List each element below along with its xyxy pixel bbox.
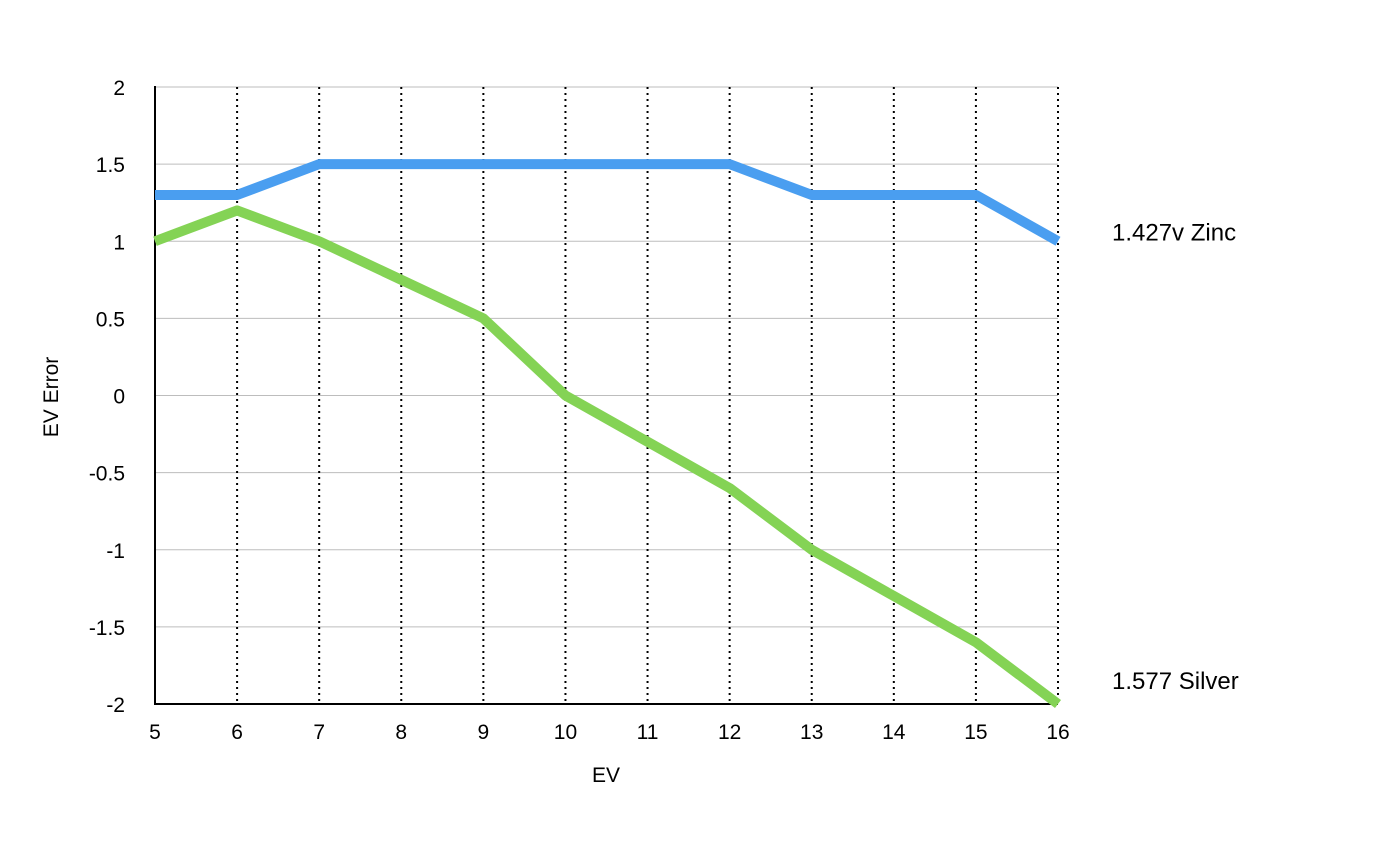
x-tick-label: 8 <box>395 721 407 744</box>
x-tick-label: 16 <box>1046 721 1069 744</box>
y-tick-label: 1 <box>113 231 125 254</box>
y-axis-title: EV Error <box>40 357 63 438</box>
x-tick-label: 12 <box>718 721 741 744</box>
x-tick-label: 15 <box>964 721 987 744</box>
y-tick-label: 0.5 <box>96 308 125 331</box>
x-tick-label: 14 <box>882 721 906 744</box>
x-tick-label: 6 <box>231 721 243 744</box>
x-tick-label: 7 <box>313 721 325 744</box>
y-tick-label: -1 <box>106 540 125 563</box>
series-labels: 1.427v Zinc 1.577 Silver <box>1112 219 1239 695</box>
series-line-1 <box>153 205 1062 708</box>
x-tick-label: 13 <box>800 721 823 744</box>
y-tick-label: 2 <box>113 77 125 100</box>
series-lines <box>153 159 1062 708</box>
series-label-0: 1.427v Zinc <box>1112 219 1236 246</box>
x-axis-title: EV <box>592 764 620 787</box>
x-tick-labels: 5 6 7 8 9 10 11 12 13 14 15 16 <box>149 721 1070 744</box>
y-tick-label: 1.5 <box>96 154 125 177</box>
series-line-0 <box>155 159 1061 246</box>
x-tick-label: 11 <box>637 721 659 744</box>
x-tick-label: 9 <box>478 721 490 744</box>
y-tick-label: -0.5 <box>89 463 125 486</box>
x-tick-label: 5 <box>149 721 161 744</box>
axes <box>154 86 1058 705</box>
y-tick-label: -2 <box>106 694 125 717</box>
y-tick-label: -1.5 <box>89 617 125 640</box>
y-tick-label: 0 <box>113 386 125 409</box>
y-tick-labels: 2 1.5 1 0.5 0 -0.5 -1 -1.5 -2 <box>89 77 125 717</box>
series-label-1: 1.577 Silver <box>1112 668 1239 695</box>
x-tick-label: 10 <box>554 721 577 744</box>
